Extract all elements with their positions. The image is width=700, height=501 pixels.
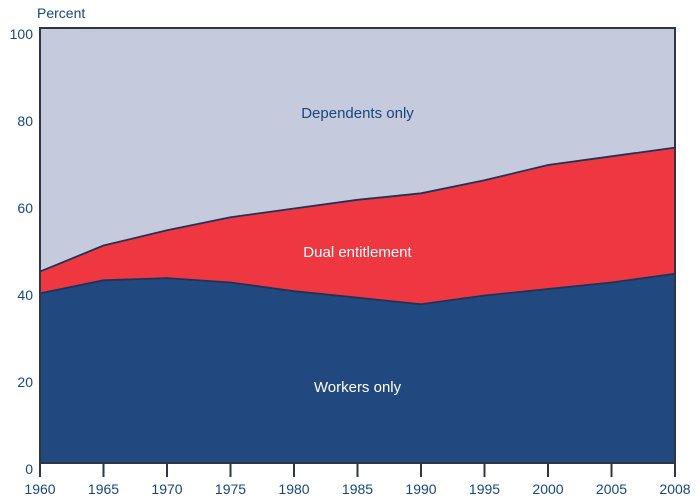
boundary-dual-top-line: [39, 146, 676, 273]
series-label: Dependents only: [301, 105, 414, 122]
y-tick-label: 60: [17, 200, 33, 216]
x-tick-label: 2000: [532, 481, 563, 497]
series-label: Dual entitlement: [303, 244, 412, 261]
x-tick-label: 1960: [24, 481, 55, 497]
x-tick-label: 1965: [88, 481, 119, 497]
x-tick-label: 1970: [151, 481, 182, 497]
area-workers-only: [40, 273, 675, 463]
series-label: Workers only: [314, 379, 402, 396]
x-tick-label: 1980: [278, 481, 309, 497]
x-tick-label: 2005: [596, 481, 627, 497]
x-tick-label: 1985: [342, 481, 373, 497]
y-tick-label: 40: [17, 287, 33, 303]
boundary-workers-top-line: [39, 272, 676, 306]
x-tick-label: 1995: [469, 481, 500, 497]
y-tick-label: 0: [25, 461, 33, 477]
y-tick-label: 80: [17, 113, 33, 129]
x-tick-label: 1990: [405, 481, 436, 497]
y-axis-title: Percent: [37, 5, 86, 21]
x-tick-label: 1975: [215, 481, 246, 497]
y-tick-label: 20: [17, 374, 33, 390]
y-tick-label: 100: [10, 26, 34, 42]
x-tick-label: 2008: [659, 481, 690, 497]
